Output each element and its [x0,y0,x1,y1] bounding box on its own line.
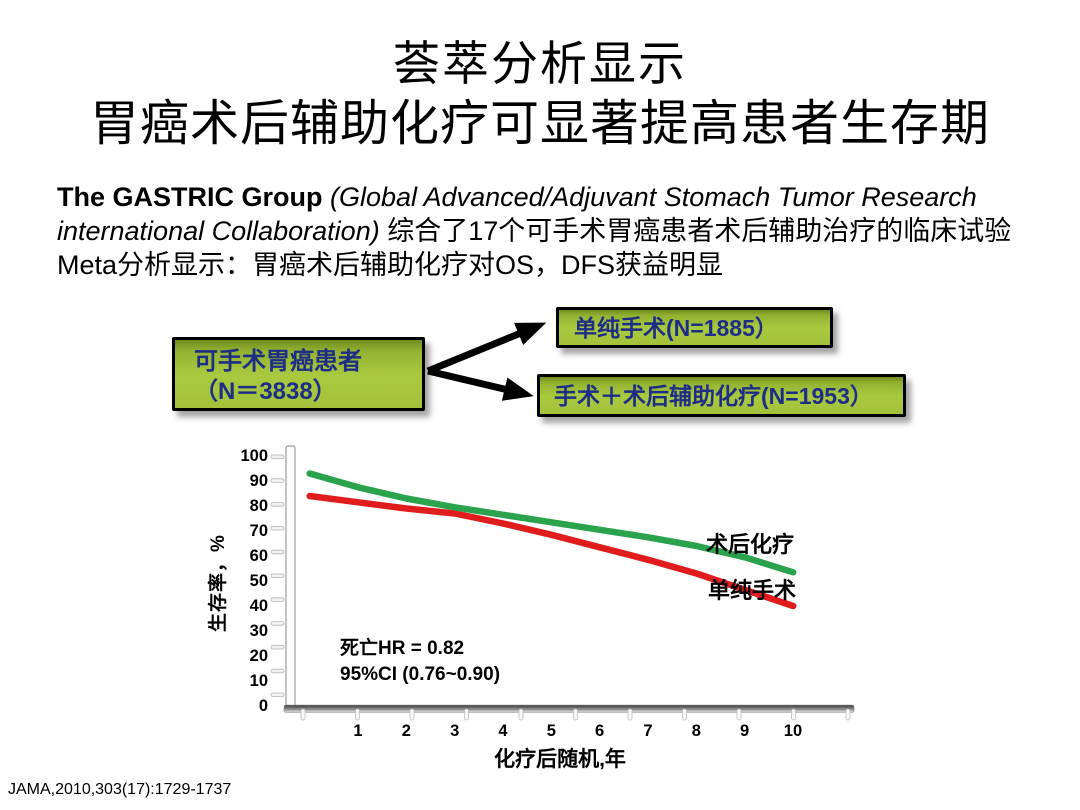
svg-text:8: 8 [692,722,701,740]
svg-text:40: 40 [250,597,268,615]
svg-text:10: 10 [250,672,268,690]
flow-branch-surgery-chemo-label: 手术＋术后辅助化疗(N=1953） [554,383,873,409]
flow-source-box: 可手术胃癌患者 （N＝3838） [172,337,425,411]
arrow-to-surgery-only [426,322,547,375]
intro-group-name: The GASTRIC Group [57,182,330,212]
legend-label-surgery: 单纯手术 [708,578,797,603]
svg-text:10: 10 [784,722,802,740]
svg-text:50: 50 [250,572,268,590]
flow-branch-surgery-only: 单纯手术(N=1885） [556,307,833,348]
svg-text:30: 30 [250,622,268,640]
hr-value-line: 死亡HR = 0.82 [340,638,465,659]
flow-branch-surgery-chemo: 手术＋术后辅助化疗(N=1953） [537,374,906,417]
x-axis-title: 化疗后随机,年 [494,748,626,771]
intro-paragraph: The GASTRIC Group (Global Advanced/Adjuv… [57,180,1015,282]
ci-value-line: 95%CI (0.76~0.90) [340,664,501,685]
svg-text:90: 90 [250,472,268,490]
svg-text:4: 4 [498,722,508,740]
hazard-ratio-annotation: 死亡HR = 0.82 95%CI (0.76~0.90) [340,636,500,688]
flow-source-line2: （N＝3838） [194,378,337,405]
svg-text:1: 1 [353,722,362,740]
svg-text:3: 3 [450,722,459,740]
svg-text:0: 0 [259,697,268,715]
intro-body-text: 综合了17个可手术胃癌患者术后辅助治疗的临床试验Meta分析显示：胃癌术后辅助化… [57,216,1012,280]
svg-text:2: 2 [402,722,411,740]
svg-text:9: 9 [740,722,749,740]
svg-text:60: 60 [250,547,268,565]
svg-text:100: 100 [240,447,268,465]
svg-text:6: 6 [595,722,604,740]
flow-fork-arrows [426,322,547,401]
slide-title: 荟萃分析显示 胃癌术后辅助化疗可显著提高患者生存期 [0,36,1080,154]
legend-label-chemo: 术后化疗 [706,532,795,557]
svg-text:20: 20 [250,647,268,665]
svg-text:70: 70 [250,522,268,540]
title-line-1: 荟萃分析显示 [393,39,687,91]
survival-chart: 0 10 20 30 40 50 60 70 80 90 100 1 2 3 4 5 6 7 8 9 10 [240,445,855,740]
arrow-to-surgery-plus-chemo [427,367,534,401]
y-axis-title: 生存率，% [208,534,229,632]
svg-text:5: 5 [547,722,556,740]
flow-source-line1: 可手术胃癌患者 [194,348,362,375]
title-line-2: 胃癌术后辅助化疗可显著提高患者生存期 [89,96,990,151]
flow-branch-surgery-only-label: 单纯手术(N=1885） [574,315,778,341]
intro-group-expansion: (Global Advanced/Adjuvant Stomach Tumor … [57,182,977,246]
svg-text:80: 80 [250,497,268,515]
svg-text:7: 7 [643,722,652,740]
journal-citation: JAMA,2010,303(17):1729-1737 [8,781,232,798]
